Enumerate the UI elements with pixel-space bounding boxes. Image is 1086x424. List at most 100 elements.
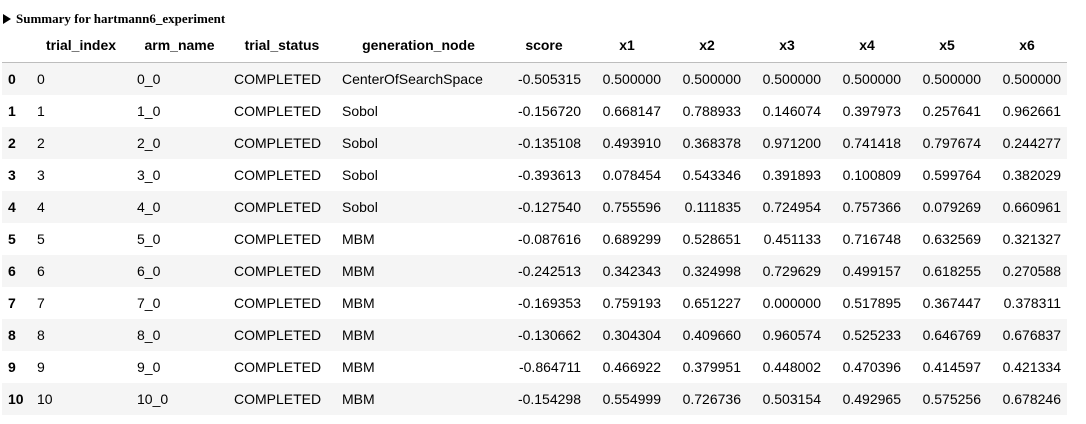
cell-x5: 0.599764	[922, 167, 981, 183]
cell-x1: 0.500000	[602, 71, 661, 87]
summary-details: Summary for hartmann6_experiment trial_i…	[0, 10, 1086, 415]
cell-trial-index: 3	[37, 167, 45, 183]
cell-trial-index: 8	[37, 327, 45, 343]
cell-x3: 0.391893	[762, 167, 821, 183]
cell-score: -0.393613	[517, 167, 581, 183]
cell-x3: 0.451133	[763, 231, 821, 247]
table-row: 9 9 9_0 COMPLETED MBM -0.864711 0.466922 0.3799…	[2, 351, 1067, 383]
cell-x4: 0.500000	[842, 71, 901, 87]
cell-x2: 0.543346	[682, 167, 741, 183]
cell-x5: 0.575256	[922, 391, 981, 407]
cell-generation-node: Sobol	[342, 135, 378, 151]
cell-score: -0.154298	[517, 391, 581, 407]
row-index: 7	[8, 295, 16, 311]
cell-generation-node: Sobol	[342, 199, 378, 215]
table-row: 1 1 1_0 COMPLETED Sobol -0.156720 0.668147 0.78…	[2, 95, 1067, 127]
cell-x4: 0.741418	[842, 135, 901, 151]
cell-trial-index: 4	[37, 199, 45, 215]
cell-trial-status: COMPLETED	[234, 263, 322, 279]
cell-x6: 0.244277	[1002, 135, 1061, 151]
table-row: 6 6 6_0 COMPLETED MBM -0.242513 0.342343 0.3249…	[2, 255, 1067, 287]
row-index: 3	[8, 167, 16, 183]
cell-generation-node: Sobol	[342, 167, 378, 183]
cell-trial-status: COMPLETED	[234, 391, 322, 407]
table-row: 5 5 5_0 COMPLETED MBM -0.087616 0.689299 0.5286…	[2, 223, 1067, 255]
cell-x3: 0.146074	[762, 103, 821, 119]
cell-generation-node: MBM	[342, 295, 375, 311]
cell-x4: 0.397973	[842, 103, 901, 119]
cell-arm-name: 7_0	[137, 295, 161, 311]
cell-x6: 0.421334	[1002, 359, 1061, 375]
cell-x5: 0.646769	[922, 327, 981, 343]
cell-trial-index: 5	[37, 231, 45, 247]
trials-table: trial_index arm_name trial_status generatio…	[2, 28, 1067, 415]
cell-x6: 0.676837	[1002, 327, 1061, 343]
cell-x5: 0.367447	[922, 295, 981, 311]
column-header-x4: x4	[827, 28, 907, 63]
summary-toggle[interactable]: Summary for hartmann6_experiment	[0, 10, 1086, 28]
table-body: 0 0 0_0 COMPLETED CenterOfSearchSpace -0.5053…	[2, 62, 1067, 415]
cell-generation-node: MBM	[342, 327, 375, 343]
cell-x5: 0.632569	[922, 231, 981, 247]
cell-x1: 0.466922	[602, 359, 661, 375]
cell-trial-index: 7	[37, 295, 45, 311]
cell-generation-node: MBM	[342, 359, 375, 375]
cell-arm-name: 4_0	[137, 199, 161, 215]
cell-x5: 0.257641	[922, 103, 981, 119]
row-index: 0	[8, 71, 16, 87]
cell-x3: 0.960574	[762, 327, 821, 343]
cell-x2: 0.324998	[682, 263, 741, 279]
cell-x3: 0.500000	[762, 71, 821, 87]
cell-trial-status: COMPLETED	[234, 167, 322, 183]
cell-x3: 0.971200	[762, 135, 821, 151]
cell-x1: 0.493910	[602, 135, 661, 151]
cell-score: -0.087616	[517, 231, 581, 247]
cell-x1: 0.668147	[602, 103, 661, 119]
table-row: 3 3 3_0 COMPLETED Sobol -0.393613 0.078454 0.54…	[2, 159, 1067, 191]
cell-x1: 0.554999	[602, 391, 661, 407]
cell-score: -0.864711	[518, 359, 581, 375]
cell-arm-name: 8_0	[137, 327, 161, 343]
cell-x3: 0.448002	[762, 359, 821, 375]
column-header-x6: x6	[987, 28, 1067, 63]
cell-trial-index: 10	[37, 391, 53, 407]
cell-x6: 0.500000	[1002, 71, 1061, 87]
table-header-row: trial_index arm_name trial_status generatio…	[2, 28, 1067, 63]
cell-x1: 0.078454	[602, 167, 661, 183]
cell-x2: 0.500000	[682, 71, 741, 87]
cell-trial-status: COMPLETED	[234, 135, 322, 151]
cell-x5: 0.797674	[922, 135, 981, 151]
cell-generation-node: MBM	[342, 231, 375, 247]
cell-x6: 0.962661	[1002, 103, 1061, 119]
cell-x5: 0.500000	[922, 71, 981, 87]
cell-arm-name: 1_0	[137, 103, 161, 119]
column-header-x1: x1	[587, 28, 667, 63]
column-header-generation-node: generation_node	[336, 28, 501, 63]
row-index: 1	[8, 103, 16, 119]
cell-arm-name: 10_0	[137, 391, 169, 407]
cell-x3: 0.724954	[762, 199, 821, 215]
disclosure-triangle-icon[interactable]	[3, 14, 11, 24]
cell-x4: 0.100809	[842, 167, 901, 183]
cell-trial-index: 2	[37, 135, 45, 151]
cell-score: -0.505315	[517, 71, 581, 87]
cell-x3: 0.729629	[762, 263, 821, 279]
column-header-x2: x2	[667, 28, 747, 63]
row-index: 10	[8, 391, 24, 407]
cell-arm-name: 3_0	[137, 167, 161, 183]
table-row: 10 10 10_0 COMPLETED MBM -0.154298 0.554999 0.7…	[2, 383, 1067, 415]
cell-x2: 0.651227	[682, 295, 741, 311]
cell-x1: 0.759193	[602, 295, 661, 311]
column-header-trial-status: trial_status	[228, 28, 336, 63]
row-index: 2	[8, 135, 16, 151]
table-row: 7 7 7_0 COMPLETED MBM -0.169353 0.759193 0.6512…	[2, 287, 1067, 319]
cell-arm-name: 2_0	[137, 135, 161, 151]
cell-x2: 0.368378	[682, 135, 741, 151]
cell-score: -0.156720	[517, 103, 581, 119]
cell-x2: 0.528651	[682, 231, 741, 247]
column-header-trial-index: trial_index	[31, 28, 131, 63]
column-header-arm-name: arm_name	[131, 28, 228, 63]
cell-trial-index: 6	[37, 263, 45, 279]
column-header-x3: x3	[747, 28, 827, 63]
row-index: 8	[8, 327, 16, 343]
